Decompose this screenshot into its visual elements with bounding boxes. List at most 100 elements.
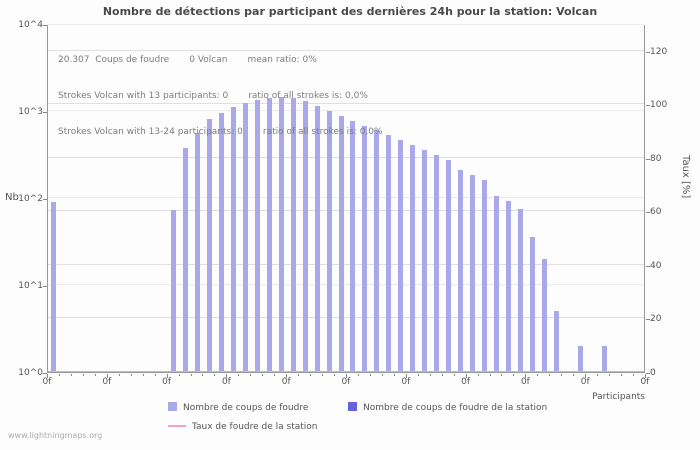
x-axis-tickmark bbox=[190, 374, 192, 376]
bar-strokes bbox=[51, 201, 57, 372]
y-axis-tick-label-left: 10^3 bbox=[18, 107, 43, 117]
gridline-decade bbox=[48, 24, 644, 25]
bar-strokes bbox=[183, 147, 189, 372]
bar-strokes bbox=[350, 120, 356, 372]
bar-strokes bbox=[278, 96, 284, 372]
bar-strokes bbox=[505, 201, 511, 372]
x-axis-tickmark bbox=[346, 374, 347, 378]
bar-strokes bbox=[446, 160, 452, 372]
legend-item-station-strokes: Nombre de coups de foudre de la station bbox=[348, 395, 547, 413]
y-axis-tickmark-left bbox=[43, 373, 47, 374]
y-axis-tick-label-right: 40 bbox=[650, 260, 662, 271]
x-axis-tickmark bbox=[130, 374, 132, 376]
x-axis-tickmark bbox=[166, 374, 168, 378]
bar-strokes bbox=[434, 155, 440, 372]
y-axis-tickmark-right bbox=[646, 373, 650, 374]
bar-strokes bbox=[553, 311, 559, 372]
y-axis-tick-label-right: 60 bbox=[650, 207, 662, 218]
gridline-decade bbox=[48, 197, 644, 198]
x-axis-tickmark bbox=[405, 374, 407, 378]
x-axis-tick-label: 0f bbox=[281, 377, 291, 387]
x-axis-tick-label: 0f bbox=[520, 377, 530, 387]
annotation-line-1: 20.307 Coups de foudre 0 Volcan mean rat… bbox=[58, 55, 317, 65]
bar-strokes bbox=[290, 98, 296, 372]
y-axis-tickmark-right bbox=[646, 158, 650, 160]
y-axis-tick-label-right: 20 bbox=[650, 314, 662, 325]
x-axis-tickmark bbox=[286, 374, 288, 378]
x-axis-tickmark bbox=[465, 374, 467, 378]
x-axis-tickmark bbox=[274, 374, 276, 376]
x-axis-tick-label: 0f bbox=[341, 377, 351, 387]
bar-strokes bbox=[338, 115, 344, 372]
x-axis-tickmark bbox=[573, 374, 575, 376]
x-axis-tickmark bbox=[429, 374, 431, 376]
x-axis-tickmark bbox=[513, 374, 515, 376]
bar-strokes bbox=[326, 111, 332, 372]
x-axis-tickmark bbox=[94, 374, 96, 376]
bar-strokes bbox=[601, 345, 607, 372]
chart-title: Nombre de détections par participant des… bbox=[102, 5, 598, 18]
watermark: www.lightningmaps.org bbox=[8, 431, 103, 440]
y-axis-title-right: Taux [%] bbox=[680, 155, 691, 199]
bar-strokes bbox=[577, 345, 583, 372]
x-axis-tickmark bbox=[549, 374, 551, 376]
x-axis-tickmark bbox=[118, 374, 120, 376]
y-axis-tick-label-right: 0 bbox=[650, 368, 656, 378]
y-axis-tickmark-left bbox=[43, 199, 47, 200]
gridline-percent bbox=[48, 103, 644, 105]
x-axis-tickmark bbox=[489, 374, 491, 376]
y-axis-tick-label-right: 120 bbox=[650, 46, 668, 57]
y-axis-tick-label-right: 100 bbox=[650, 100, 668, 111]
y-axis-tickmark-right bbox=[646, 319, 650, 321]
x-axis-tickmark bbox=[202, 374, 204, 376]
bar-strokes bbox=[386, 135, 392, 372]
bar-strokes bbox=[517, 208, 523, 372]
x-axis-tickmark bbox=[226, 374, 228, 378]
bar-strokes bbox=[266, 97, 272, 372]
x-axis-tickmark bbox=[441, 374, 443, 376]
gridline-percent bbox=[48, 317, 644, 319]
x-axis-tickmark bbox=[381, 374, 383, 376]
x-axis-tickmark bbox=[537, 374, 539, 376]
bar-strokes bbox=[362, 125, 368, 372]
gridline-percent bbox=[48, 263, 644, 265]
legend-item-strokes: Nombre de coups de foudre bbox=[168, 395, 308, 413]
x-axis-tick-label: 0f bbox=[401, 377, 411, 387]
x-axis-tick-label: 0f bbox=[42, 377, 52, 387]
bar-strokes bbox=[230, 107, 236, 372]
x-axis-tickmark bbox=[621, 374, 623, 376]
x-axis-tickmark bbox=[262, 374, 264, 376]
x-axis-tickmark bbox=[369, 374, 371, 376]
gridline-percent bbox=[48, 49, 644, 51]
gridline-percent bbox=[48, 156, 644, 158]
bar-strokes bbox=[254, 99, 260, 372]
x-axis-tickmark bbox=[154, 374, 156, 376]
annotation-block: 20.307 Coups de foudre 0 Volcan mean rat… bbox=[58, 30, 383, 162]
bar-strokes bbox=[482, 180, 488, 372]
x-axis-tickmark bbox=[250, 374, 252, 376]
bar-strokes bbox=[195, 132, 200, 372]
gridline-percent bbox=[48, 210, 644, 212]
bar-strokes bbox=[410, 144, 416, 372]
bar-strokes bbox=[171, 210, 177, 372]
y-axis-tick-label-left: 10^2 bbox=[18, 194, 43, 204]
legend-swatch-station-strokes bbox=[348, 402, 357, 411]
y-axis-tickmark-right bbox=[646, 51, 650, 53]
x-axis-tickmark bbox=[214, 374, 216, 376]
x-axis-tick-label: 0f bbox=[461, 377, 471, 387]
bar-strokes bbox=[206, 119, 212, 372]
x-axis-tickmark bbox=[58, 374, 60, 376]
x-axis-tickmark bbox=[298, 374, 300, 376]
y-axis-tickmark-left bbox=[43, 286, 47, 287]
x-axis-tickmark bbox=[322, 374, 324, 376]
x-axis-tickmark bbox=[334, 374, 336, 376]
x-axis-tickmark bbox=[453, 374, 455, 376]
x-axis-tickmark bbox=[142, 374, 144, 376]
bar-strokes bbox=[398, 139, 404, 372]
x-axis-tickmark bbox=[310, 374, 312, 376]
x-axis-tick-label: 0f bbox=[640, 377, 650, 387]
annotation-line-3: Strokes Volcan with 13-24 participants: … bbox=[58, 127, 383, 137]
x-axis-tickmark bbox=[178, 374, 180, 376]
y-axis-tickmark-right bbox=[646, 265, 650, 267]
bar-strokes bbox=[242, 102, 248, 372]
